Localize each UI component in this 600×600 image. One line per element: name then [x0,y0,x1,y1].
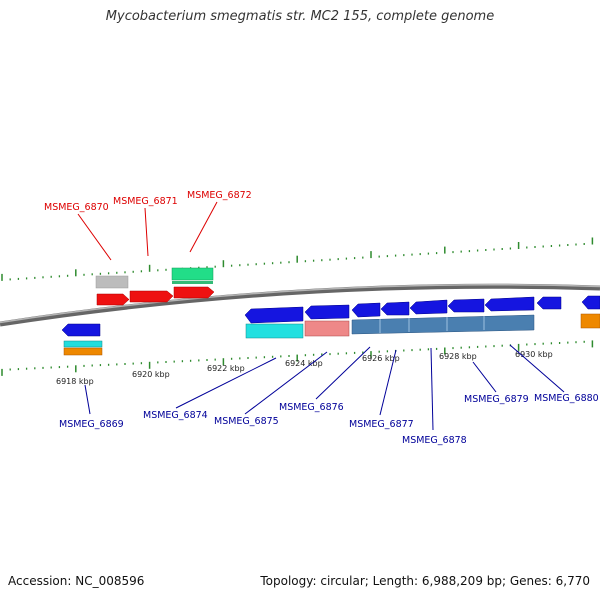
forward-callouts [77,201,218,261]
feature-steelblue-band[interactable] [351,314,535,335]
scale-label-6922: 6922 kbp [207,364,245,373]
feature-blue-edge[interactable] [581,295,600,310]
scale-label-6926: 6926 kbp [362,354,400,363]
scale-label-6918: 6918 kbp [56,377,94,386]
feature-msmeg-6877[interactable] [380,301,410,316]
scale-label-6930: 6930 kbp [515,350,553,359]
reverse-callouts [84,344,565,431]
gene-label-msmeg-6874[interactable]: MSMEG_6874 [143,410,208,421]
map-title: Mycobacterium smegmatis str. MC2 155, co… [105,9,495,24]
scale-label-6928: 6928 kbp [439,352,477,361]
feature-msmeg-6872[interactable] [173,286,215,299]
feature-msmeg-6879b[interactable] [484,296,535,312]
forward-features [95,267,215,306]
feature-msmeg-6870[interactable] [96,293,130,306]
feature-msmeg-6871[interactable] [129,290,174,303]
feature-msmeg-6874[interactable] [244,306,304,324]
feature-msmeg-6878[interactable] [409,299,448,315]
accession-text: Accession: NC_008596 [8,574,145,588]
feature-gray[interactable] [95,275,129,289]
feature-pink[interactable] [304,320,350,337]
feature-orange-edge[interactable] [580,313,600,329]
feature-msmeg-6880[interactable] [536,296,562,310]
gene-label-msmeg-6875[interactable]: MSMEG_6875 [214,416,279,427]
feature-msmeg-6869[interactable] [61,323,101,337]
feature-msmeg-6876[interactable] [351,302,381,318]
gene-label-msmeg-6877[interactable]: MSMEG_6877 [349,419,414,430]
genome-backbone [0,283,600,327]
outer-tick-ring [1,237,594,281]
feature-orange-small[interactable] [63,347,103,356]
gene-label-msmeg-6869[interactable]: MSMEG_6869 [59,419,124,430]
gene-label-msmeg-6871[interactable]: MSMEG_6871 [113,196,178,207]
feature-green[interactable] [171,267,214,281]
gene-label-msmeg-6876[interactable]: MSMEG_6876 [279,402,344,413]
gene-label-msmeg-6878[interactable]: MSMEG_6878 [402,435,467,446]
feature-msmeg-6879[interactable] [447,298,485,313]
forward-gene-labels: MSMEG_6870 MSMEG_6871 MSMEG_6872 [44,190,252,213]
gene-label-msmeg-6879[interactable]: MSMEG_6879 [464,394,529,405]
reverse-gene-labels: MSMEG_6869 MSMEG_6874 MSMEG_6875 MSMEG_6… [59,393,599,446]
reverse-features [61,295,600,356]
gene-label-msmeg-6870[interactable]: MSMEG_6870 [44,202,109,213]
scale-label-6920: 6920 kbp [132,370,170,379]
feature-cyan-small[interactable] [63,340,103,348]
gene-label-msmeg-6880[interactable]: MSMEG_6880 [534,393,599,404]
gene-label-msmeg-6872[interactable]: MSMEG_6872 [187,190,252,201]
genome-summary-text: Topology: circular; Length: 6,988,209 bp… [260,574,590,588]
feature-cyan[interactable] [245,323,304,339]
scale-label-6924: 6924 kbp [285,359,323,368]
feature-msmeg-6875[interactable] [304,304,350,320]
